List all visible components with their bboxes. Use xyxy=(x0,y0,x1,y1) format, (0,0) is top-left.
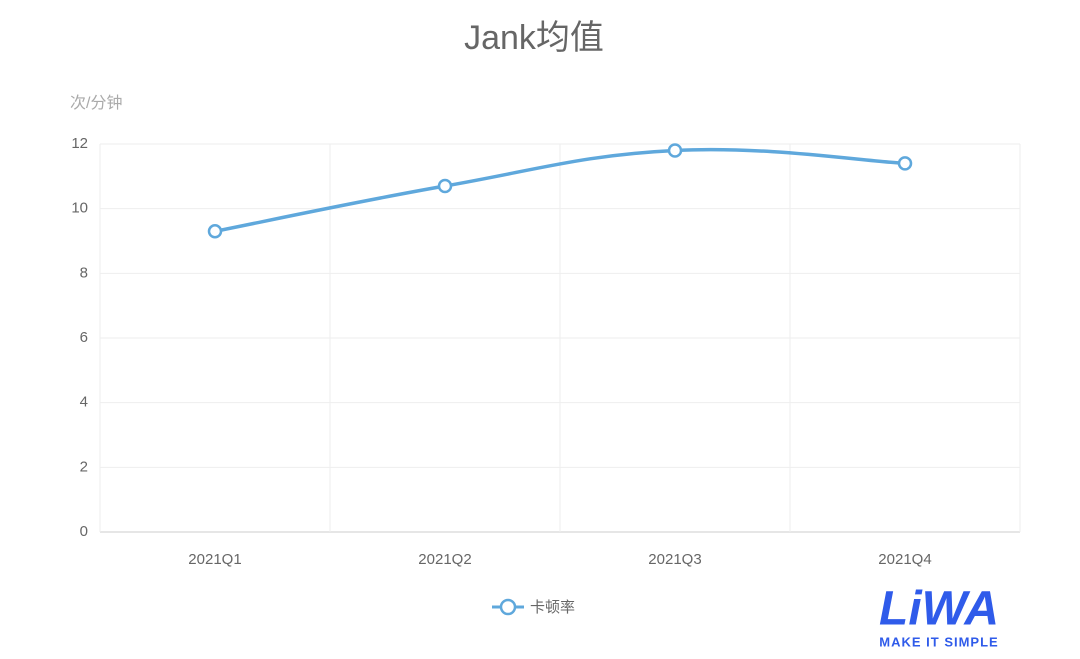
x-tick-label: 2021Q1 xyxy=(188,551,241,568)
x-tick-label: 2021Q4 xyxy=(878,551,931,568)
y-axis-label: 次/分钟 xyxy=(70,94,122,112)
x-tick-label: 2021Q3 xyxy=(648,551,701,568)
x-tick-label: 2021Q2 xyxy=(418,551,471,568)
data-point xyxy=(897,156,913,171)
data-point xyxy=(207,224,223,239)
y-tick-label: 8 xyxy=(80,264,88,281)
data-point xyxy=(437,178,453,194)
y-tick-label: 0 xyxy=(80,523,88,540)
logo-tagline: MAKE IT SIMPLE xyxy=(879,634,998,649)
logo-text: LiWA xyxy=(879,583,999,636)
legend-label: 卡顿率 xyxy=(530,599,575,616)
y-tick-label: 4 xyxy=(80,394,88,411)
data-point xyxy=(667,143,683,158)
series-line xyxy=(214,147,906,234)
y-tick-label: 2 xyxy=(80,458,88,475)
y-tick-label: 10 xyxy=(71,200,88,217)
y-tick-label: 12 xyxy=(71,135,88,152)
y-tick-label: 6 xyxy=(80,329,88,346)
legend-marker xyxy=(499,598,517,616)
chart-title: Jank均值 xyxy=(464,19,604,57)
